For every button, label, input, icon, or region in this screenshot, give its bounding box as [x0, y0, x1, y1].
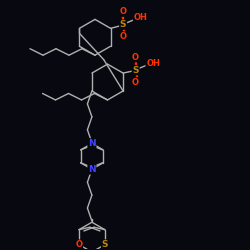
Text: O: O	[120, 7, 126, 16]
Text: S: S	[132, 66, 139, 74]
Text: O: O	[132, 53, 139, 62]
Text: OH: OH	[146, 59, 160, 68]
Text: O: O	[120, 32, 126, 41]
Text: S: S	[102, 240, 108, 249]
Text: N: N	[88, 139, 96, 148]
Text: S: S	[120, 20, 126, 29]
Text: O: O	[132, 78, 139, 86]
Text: N: N	[88, 165, 96, 174]
Text: OH: OH	[134, 13, 147, 22]
Text: O: O	[76, 240, 82, 249]
